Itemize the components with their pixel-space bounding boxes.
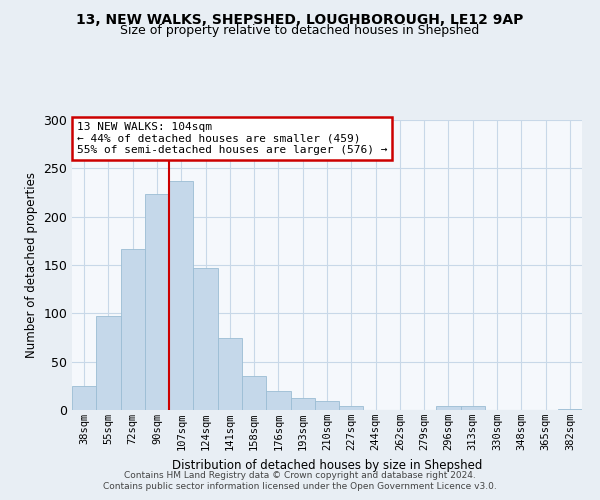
Text: Contains public sector information licensed under the Open Government Licence v3: Contains public sector information licen…: [103, 482, 497, 491]
Bar: [242, 376, 266, 410]
Text: Contains HM Land Registry data © Crown copyright and database right 2024.: Contains HM Land Registry data © Crown c…: [124, 471, 476, 480]
Text: 13, NEW WALKS, SHEPSHED, LOUGHBOROUGH, LE12 9AP: 13, NEW WALKS, SHEPSHED, LOUGHBOROUGH, L…: [76, 12, 524, 26]
Bar: [558, 409, 582, 410]
Bar: [290, 398, 315, 410]
Bar: [266, 390, 290, 410]
Bar: [169, 181, 193, 410]
Bar: [339, 406, 364, 410]
Bar: [315, 402, 339, 410]
Text: Size of property relative to detached houses in Shepshed: Size of property relative to detached ho…: [121, 24, 479, 37]
Bar: [218, 338, 242, 410]
Bar: [121, 248, 145, 410]
X-axis label: Distribution of detached houses by size in Shepshed: Distribution of detached houses by size …: [172, 458, 482, 471]
Y-axis label: Number of detached properties: Number of detached properties: [25, 172, 38, 358]
Text: 13 NEW WALKS: 104sqm
← 44% of detached houses are smaller (459)
55% of semi-deta: 13 NEW WALKS: 104sqm ← 44% of detached h…: [77, 122, 388, 155]
Bar: [96, 316, 121, 410]
Bar: [436, 406, 461, 410]
Bar: [193, 268, 218, 410]
Bar: [461, 406, 485, 410]
Bar: [72, 386, 96, 410]
Bar: [145, 194, 169, 410]
